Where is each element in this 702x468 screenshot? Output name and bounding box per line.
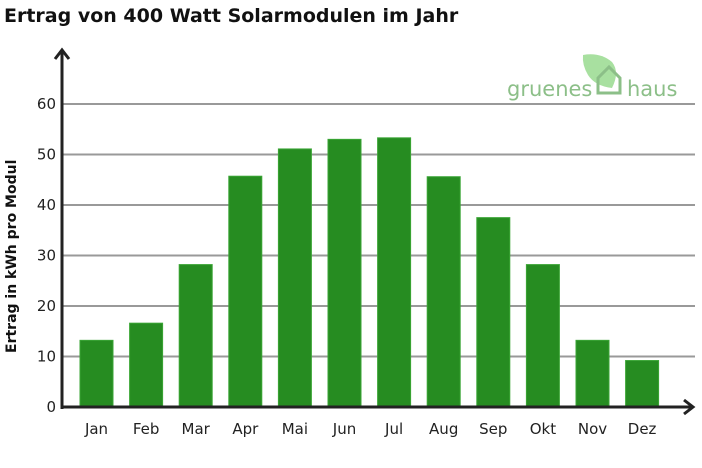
y-tick-label: 20 <box>37 297 56 315</box>
x-tick-label: Mar <box>182 420 211 438</box>
bar-okt <box>525 264 560 408</box>
bar-feb <box>129 322 164 408</box>
bar-sep <box>476 217 511 408</box>
y-tick-label: 50 <box>37 146 56 164</box>
bar-jan <box>79 339 114 408</box>
bar-apr <box>228 175 263 408</box>
bar-jul <box>377 137 412 408</box>
bars <box>79 137 660 408</box>
bar-jun <box>327 138 362 408</box>
gruenes-haus-logo: gruenes haus <box>507 54 677 101</box>
leaf-icon <box>582 54 616 88</box>
y-axis-arrow <box>53 47 71 60</box>
y-tick-labels: 0 10 20 30 40 50 60 <box>37 95 56 416</box>
bar-mai <box>277 148 312 408</box>
x-tick-label: Mai <box>282 420 308 438</box>
bar-mar <box>178 264 213 408</box>
y-tick-label: 30 <box>37 247 56 265</box>
logo-text-right: haus <box>627 77 677 101</box>
x-tick-label: Jan <box>84 420 108 438</box>
y-tick-label: 0 <box>46 398 56 416</box>
x-tick-label: Feb <box>133 420 160 438</box>
x-tick-label: Jul <box>384 420 403 438</box>
y-axis-label: Ertrag in kWh pro Modul <box>4 160 20 353</box>
x-axis-arrow <box>683 398 696 416</box>
x-tick-label: Aug <box>429 420 458 438</box>
y-tick-label: 60 <box>37 95 56 113</box>
bar-dez <box>625 360 660 408</box>
y-tick-label: 40 <box>37 196 56 214</box>
bar-aug <box>426 176 461 408</box>
x-tick-label: Nov <box>578 420 607 438</box>
x-tick-labels: Jan Feb Mar Apr Mai Jun Jul Aug Sep Okt Nov Dez <box>84 420 657 438</box>
x-tick-label: Okt <box>530 420 556 438</box>
x-tick-label: Jun <box>332 420 356 438</box>
x-tick-label: Apr <box>232 420 259 438</box>
logo-text-left: gruenes <box>507 77 592 101</box>
house-icon <box>596 64 622 95</box>
x-tick-label: Dez <box>628 420 657 438</box>
x-tick-label: Sep <box>479 420 507 438</box>
chart-title: Ertrag von 400 Watt Solarmodulen im Jahr <box>4 5 459 27</box>
y-tick-label: 10 <box>37 348 56 366</box>
bar-nov <box>575 339 610 408</box>
